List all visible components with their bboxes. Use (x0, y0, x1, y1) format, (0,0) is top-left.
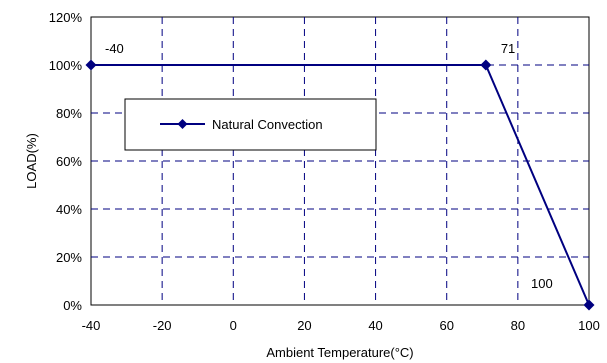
y-tick-label: 40% (56, 202, 82, 217)
x-tick-label: -40 (82, 318, 101, 333)
x-tick-labels: -40 -20 0 20 40 60 80 100 (82, 318, 600, 333)
y-axis-label: LOAD(%) (24, 133, 39, 189)
legend-label: Natural Convection (212, 117, 323, 132)
x-tick-label: 0 (230, 318, 237, 333)
x-tick-label: 100 (578, 318, 600, 333)
x-tick-label: 80 (511, 318, 525, 333)
data-point-marker (583, 299, 595, 311)
y-tick-labels: 0% 20% 40% 60% 80% 100% 120% (49, 10, 83, 313)
y-tick-label: 20% (56, 250, 82, 265)
x-tick-label: 20 (297, 318, 311, 333)
x-axis-label: Ambient Temperature(°C) (266, 345, 413, 360)
data-point-marker (480, 59, 492, 71)
y-tick-label: 60% (56, 154, 82, 169)
annotations: -40 71 100 (105, 41, 553, 291)
y-tick-label: 0% (63, 298, 82, 313)
series-layer (85, 59, 595, 311)
legend: Natural Convection (124, 98, 377, 151)
data-point-marker (85, 59, 97, 71)
legend-marker (177, 119, 188, 129)
data-label: -40 (105, 41, 124, 56)
data-label: 71 (501, 41, 515, 56)
x-tick-label: 40 (368, 318, 382, 333)
y-tick-label: 100% (49, 58, 83, 73)
y-tick-label: 120% (49, 10, 83, 25)
y-tick-label: 80% (56, 106, 82, 121)
x-tick-label: 60 (439, 318, 453, 333)
data-label: 100 (531, 276, 553, 291)
x-tick-label: -20 (153, 318, 172, 333)
